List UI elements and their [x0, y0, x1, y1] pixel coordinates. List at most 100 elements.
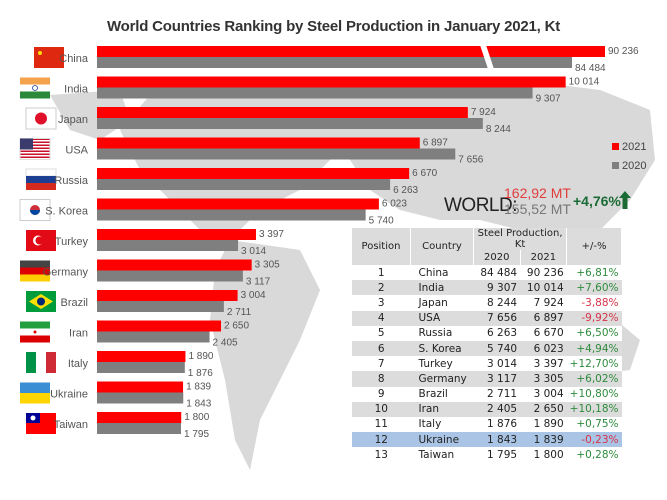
cell-position: 12 [352, 432, 411, 448]
table-row: 12 Ukraine 1 843 1 839 -0,23% [352, 432, 622, 448]
table-row: 6 S. Korea 5 740 6 023 +4,94% [352, 340, 622, 357]
header-2021: 2021 [520, 250, 568, 265]
data-label-2020: 2 711 [227, 307, 252, 318]
cell-2020: 6 263 [487, 327, 518, 340]
category-label: Iran [69, 328, 88, 340]
bar-2020-taiwan [97, 423, 182, 434]
cell-2021: 6 670 [533, 327, 564, 340]
chart-legend: 2021 2020 [612, 137, 646, 175]
bar-2021-china [97, 46, 605, 57]
cell-2021: 3 397 [533, 357, 564, 370]
bar-2021-brazil [97, 290, 238, 301]
cell-country: Turkey [418, 357, 453, 370]
flag-south-korea-icon [19, 199, 51, 221]
bar-2020-china [97, 57, 572, 68]
data-label-2021: 7 924 [471, 107, 496, 118]
bar-2020-germany [97, 270, 243, 282]
flag-germany-icon [20, 260, 50, 282]
category-label: Taiwan [54, 419, 88, 431]
bar-2021-turkey [97, 229, 256, 240]
flag-ukraine-icon [20, 382, 50, 404]
flag-usa-icon [19, 138, 51, 160]
cell-position: 7 [377, 357, 385, 370]
flag-turkey-icon [26, 230, 56, 251]
legend-label-2020: 2020 [622, 159, 647, 172]
data-label-2020: 5 740 [369, 216, 394, 227]
bar-2021-taiwan [97, 412, 182, 423]
flag-japan-icon [25, 107, 57, 130]
up-arrow-icon [619, 191, 631, 209]
cell-country: USA [410, 310, 474, 326]
header-steel-production: Steel Production, Kt [473, 228, 568, 250]
bar-2020-japan [97, 118, 483, 129]
cell-change: +7,60% [566, 280, 622, 296]
data-label-2020: 8 244 [486, 124, 511, 135]
data-label-2020: 1 876 [188, 368, 213, 379]
cell-position: 13 [374, 448, 388, 461]
data-label-2021: 3 397 [259, 229, 284, 240]
category-label: Japan [58, 114, 88, 126]
cell-position: 1 [377, 266, 385, 279]
cell-change: -0,23% [566, 432, 622, 448]
header-position: Position [352, 228, 411, 265]
cell-country: S. Korea [410, 340, 474, 357]
cell-position: 5 [377, 327, 385, 340]
cell-2021: 10 014 [520, 280, 567, 296]
bar-2020-ukraine [97, 392, 184, 404]
cell-2020: 1 876 [487, 418, 518, 431]
bar-2020-india [97, 87, 533, 99]
bar-2020-brazil [97, 301, 224, 312]
category-label: Turkey [55, 236, 89, 248]
cell-2020: 7 656 [473, 310, 521, 326]
production-table: Position Country Steel Production, Kt +/… [352, 228, 622, 463]
cell-2021: 1 890 [533, 418, 564, 431]
data-label-2021: 2 650 [224, 321, 249, 332]
cell-2021: 1 839 [520, 432, 567, 448]
category-label: Germany [43, 267, 89, 279]
bar-2021-ukraine [97, 381, 184, 393]
cell-country: Iran [410, 401, 474, 417]
chart-title: World Countries Ranking by Steel Product… [106, 18, 561, 35]
cell-2020: 5 740 [473, 340, 521, 357]
cell-change: +6,50% [576, 327, 619, 340]
data-label-2021: 6 670 [412, 168, 437, 179]
category-label: Italy [68, 358, 89, 370]
cell-position: 4 [352, 310, 411, 326]
world-label: WORLD: [444, 195, 518, 216]
cell-2021: 3 004 [533, 388, 564, 401]
data-label-2021: 10 014 [569, 77, 600, 88]
data-label-2021: 1 800 [184, 412, 209, 423]
flag-china-icon [34, 47, 64, 68]
cell-country: Germany [410, 371, 474, 387]
bar-2021-iran [97, 320, 222, 332]
data-label-2021: 6 023 [382, 199, 407, 210]
bar-2021-skorea [97, 198, 379, 210]
cell-change: -3,88% [581, 296, 619, 309]
cell-2021: 7 924 [533, 296, 564, 309]
table-row: 10 Iran 2 405 2 650 +10,18% [352, 401, 622, 417]
cell-change: +6,02% [566, 371, 622, 387]
category-label: USA [65, 145, 88, 157]
data-label-2020: 7 656 [458, 155, 483, 166]
cell-2021: 90 236 [526, 266, 564, 279]
header-change: +/-% [566, 228, 622, 265]
category-label: India [64, 84, 89, 96]
table-row: 11 Italy 1 876 1 890 +0,75% [352, 417, 622, 432]
table-row: 3 Japan 8 244 7 924 -3,88% [352, 295, 622, 310]
cell-country: Russia [418, 327, 453, 340]
cell-country: Italy [418, 418, 442, 431]
table-row: 13 Taiwan 1 795 1 800 +0,28% [352, 447, 622, 462]
bar-2021-japan [97, 107, 468, 118]
cell-2021: 2 650 [520, 401, 567, 417]
bar-2021-russia [97, 168, 410, 179]
table-row: 5 Russia 6 263 6 670 +6,50% [352, 326, 622, 341]
cell-change: +10,80% [569, 388, 619, 401]
cell-country: Ukraine [410, 432, 474, 448]
data-label-2020: 3 014 [241, 246, 266, 257]
cell-change: -9,92% [566, 310, 622, 326]
bar-2021-india [97, 76, 566, 88]
flag-russia-icon [25, 168, 57, 190]
data-label-2021: 6 897 [423, 138, 448, 149]
cell-change: +10,18% [566, 401, 622, 417]
cell-change: +4,94% [566, 340, 622, 357]
